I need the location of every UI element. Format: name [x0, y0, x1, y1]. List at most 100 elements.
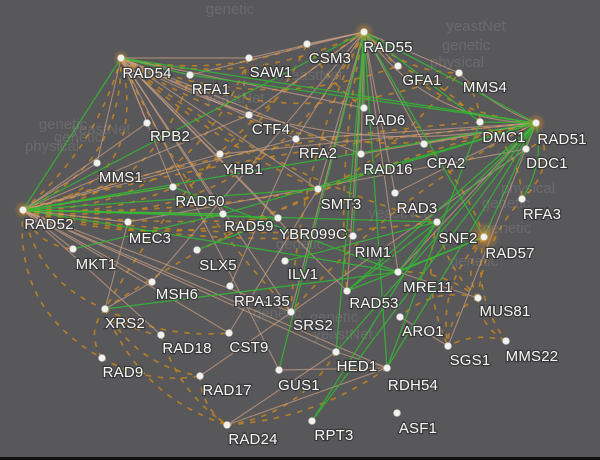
edge-RAD51-RAD54	[120, 57, 537, 124]
node-RAD53[interactable]	[343, 287, 351, 295]
node-YBR099C[interactable]	[274, 214, 282, 222]
watermark-text: genetic	[276, 236, 325, 253]
node-MMS4[interactable]	[455, 69, 463, 77]
node-RAD18[interactable]	[157, 331, 165, 339]
node-CSM3[interactable]	[303, 40, 311, 48]
node-HED1[interactable]	[332, 348, 340, 356]
node-CST9[interactable]	[225, 329, 233, 337]
node-SAW1[interactable]	[245, 54, 253, 62]
edge-XRS2-RAD24	[104, 308, 228, 426]
node-MSH6[interactable]	[148, 278, 156, 286]
edge-RAD52-RAD50	[22, 186, 174, 211]
node-ILV1[interactable]	[281, 257, 289, 265]
edge-RAD55-RDH54	[363, 31, 388, 369]
edge-RAD51-RAD3	[394, 122, 537, 194]
node-label-MRE11: MRE11	[403, 279, 453, 296]
node-SLX5[interactable]	[193, 246, 201, 254]
edge-RAD55-RIM1	[352, 31, 365, 237]
node-label-SAW1: SAW1	[250, 64, 293, 81]
node-label-RFA1: RFA1	[192, 81, 230, 98]
edge-RAD55-RAD57	[363, 31, 485, 238]
node-label-RPA135: RPA135	[234, 293, 290, 310]
edge-RAD55-RFA2	[295, 31, 365, 140]
watermark-text: physical	[430, 54, 484, 71]
edge-RAD52-MMS4	[22, 72, 460, 233]
node-label-MSH6: MSH6	[156, 286, 198, 303]
node-RAD17[interactable]	[196, 372, 204, 380]
edge-RAD52-SNF2	[22, 209, 438, 234]
edge-RAD52-CTF4	[22, 114, 250, 211]
node-SMT3[interactable]	[314, 185, 322, 193]
node-YHB1[interactable]	[216, 150, 224, 158]
node-RDH54[interactable]	[383, 364, 391, 372]
edge-RAD54-RFA2	[120, 57, 297, 140]
edge-SNF2-ILV1	[284, 221, 438, 262]
edge-RAD51-RFA2	[295, 122, 537, 140]
node-label-RFA2: RFA2	[299, 145, 337, 162]
edge-RAD54-SMT3	[120, 57, 319, 190]
node-RFA2[interactable]	[292, 135, 300, 143]
node-label-CST9: CST9	[229, 339, 268, 356]
edge-RAD54-RAD16	[120, 57, 362, 155]
node-RAD24[interactable]	[223, 421, 231, 429]
edge-RDH54-HED1	[335, 351, 388, 369]
node-RAD50[interactable]	[169, 183, 177, 191]
edge-RAD55-RFA1	[189, 31, 365, 76]
node-MMS22[interactable]	[502, 337, 510, 345]
node-RPB2[interactable]	[143, 119, 151, 127]
edge-RAD51-MRE11	[397, 122, 537, 273]
edge-CST9-SMT3	[228, 188, 319, 334]
edge-RAD52-RAD54	[22, 57, 128, 211]
node-MKT1[interactable]	[69, 245, 77, 253]
node-RPT3[interactable]	[308, 417, 316, 425]
node-SGS1[interactable]	[444, 342, 452, 350]
node-DDC1[interactable]	[522, 145, 530, 153]
watermark-text: genetic	[442, 37, 491, 54]
node-ARO1[interactable]	[396, 313, 404, 321]
node-RFA1[interactable]	[186, 71, 194, 79]
node-RAD3[interactable]	[391, 189, 399, 197]
node-RAD52[interactable]	[19, 206, 27, 214]
node-RAD59[interactable]	[219, 210, 227, 218]
edges-layer	[21, 31, 546, 426]
edge-MMS22-SGS1	[447, 336, 507, 347]
node-SRS2[interactable]	[287, 308, 295, 316]
node-MUS81[interactable]	[474, 294, 482, 302]
node-label-MEC3: MEC3	[129, 230, 171, 247]
node-RAD16[interactable]	[357, 150, 365, 158]
node-RAD55[interactable]	[360, 28, 368, 36]
edge-RAD52-HED1	[22, 209, 337, 353]
node-RFA3[interactable]	[518, 195, 526, 203]
node-RAD9[interactable]	[98, 354, 106, 362]
edge-RAD55-GUS1	[278, 31, 365, 371]
edge-RAD18-RAD24	[160, 334, 228, 426]
watermark-text: genetic	[54, 129, 103, 146]
node-MEC3[interactable]	[124, 218, 132, 226]
node-DMC1[interactable]	[476, 118, 484, 126]
watermark-text: genetic	[310, 309, 359, 326]
node-RIM1[interactable]	[349, 232, 357, 240]
node-RAD6[interactable]	[360, 104, 368, 112]
watermark-text: yeastNet	[368, 205, 428, 222]
node-MMS1[interactable]	[93, 159, 101, 167]
edge-HED1-RAD24	[226, 351, 337, 426]
node-RAD57[interactable]	[480, 233, 488, 241]
node-RAD54[interactable]	[117, 54, 125, 62]
node-label-YHB1: YHB1	[223, 161, 263, 178]
node-RPA135[interactable]	[226, 282, 234, 290]
node-CTF4[interactable]	[245, 111, 253, 119]
node-ASF1[interactable]	[393, 409, 401, 417]
node-label-MMS4: MMS4	[463, 79, 507, 96]
edge-RAD55-MMS4	[363, 31, 460, 74]
edge-RAD51-SNF2	[436, 122, 537, 223]
node-RAD51[interactable]	[532, 119, 540, 127]
node-GFA1[interactable]	[394, 62, 402, 70]
node-CPA2[interactable]	[420, 140, 428, 148]
node-SNF2[interactable]	[433, 218, 441, 226]
edge-RAD52-RAD9	[21, 209, 103, 359]
node-GUS1[interactable]	[275, 366, 283, 374]
node-MRE11[interactable]	[394, 268, 402, 276]
node-XRS2[interactable]	[101, 305, 109, 313]
node-label-RAD24: RAD24	[228, 431, 277, 448]
